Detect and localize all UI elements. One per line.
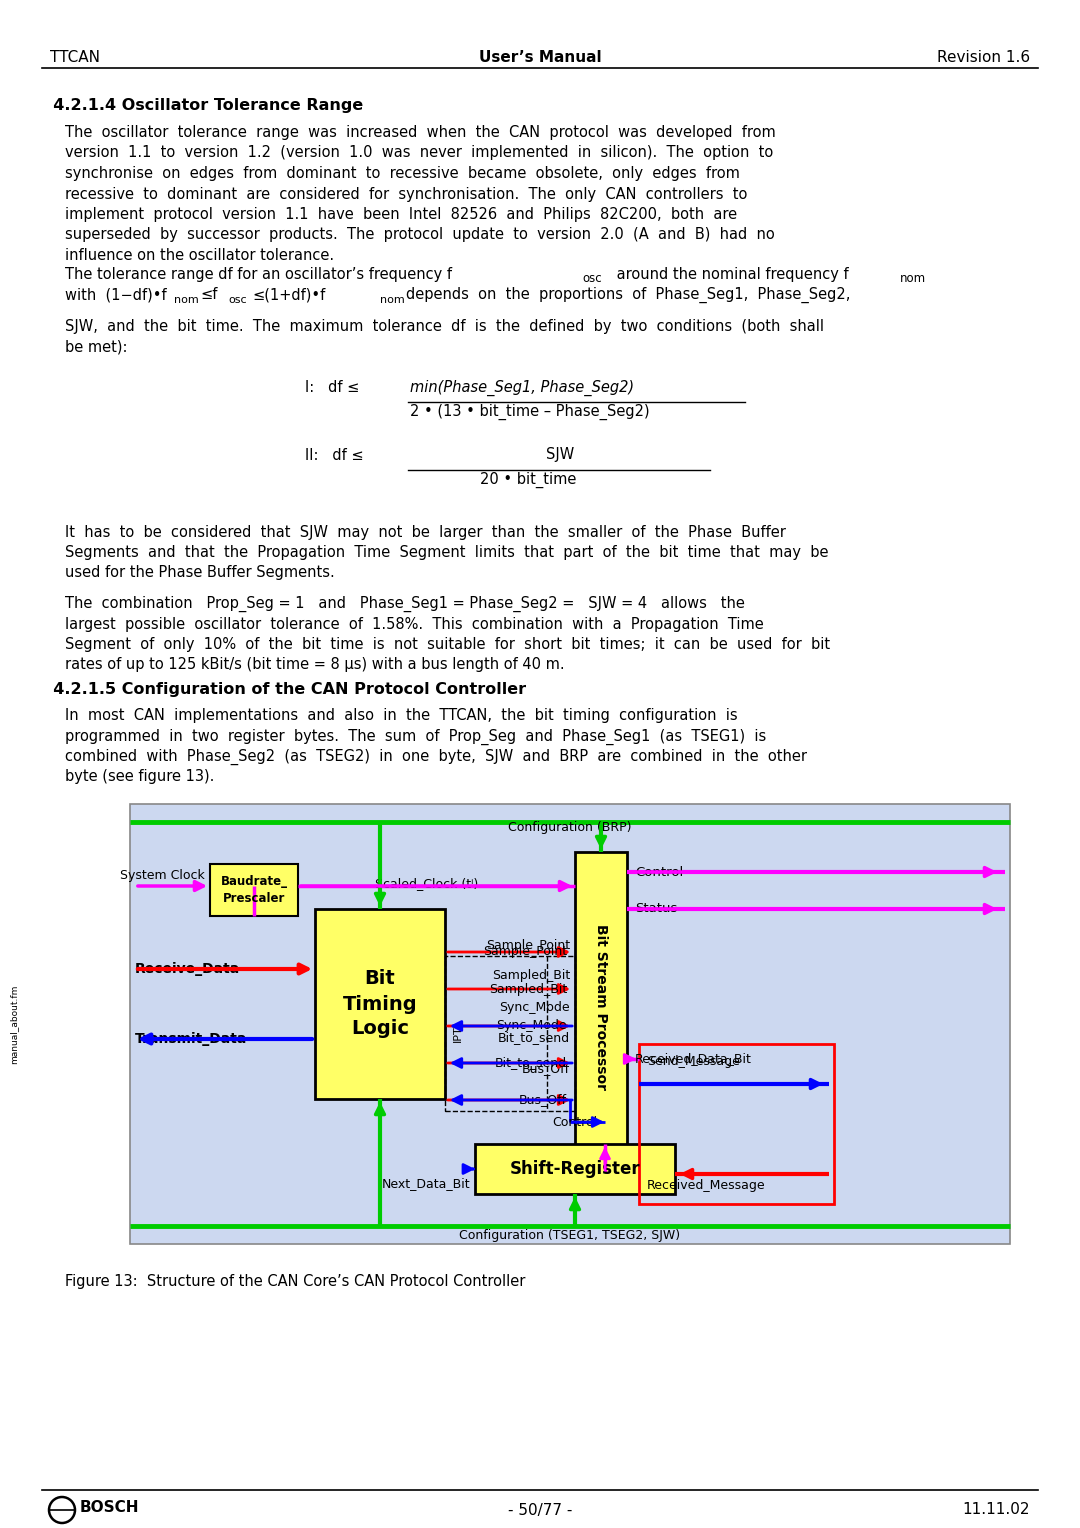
Text: Configuration (TSEG1, TSEG2, SJW): Configuration (TSEG1, TSEG2, SJW) — [459, 1230, 680, 1242]
Text: The  oscillator  tolerance  range  was  increased  when  the  CAN  protocol  was: The oscillator tolerance range was incre… — [65, 125, 775, 141]
Text: The  combination   Prop_Seg = 1   and   Phase_Seg1 = Phase_Seg2 =   SJW = 4   al: The combination Prop_Seg = 1 and Phase_S… — [65, 596, 745, 613]
Text: Receive_Data: Receive_Data — [135, 963, 240, 976]
Text: Baudrate_
Prescaler: Baudrate_ Prescaler — [220, 876, 287, 905]
Text: SJW,  and  the  bit  time.  The  maximum  tolerance  df  is  the  defined  by  t: SJW, and the bit time. The maximum toler… — [65, 319, 824, 335]
Text: IPT: IPT — [453, 1025, 463, 1042]
Text: Sync_Mode: Sync_Mode — [499, 1001, 570, 1013]
Text: osc: osc — [582, 272, 602, 286]
FancyBboxPatch shape — [130, 804, 1010, 1244]
Text: Control: Control — [635, 865, 684, 879]
Text: version  1.1  to  version  1.2  (version  1.0  was  never  implemented  in  sili: version 1.1 to version 1.2 (version 1.0 … — [65, 145, 773, 160]
Text: 4.2.1.4 Oscillator Tolerance Range: 4.2.1.4 Oscillator Tolerance Range — [42, 98, 363, 113]
FancyBboxPatch shape — [210, 863, 298, 915]
Text: Sample_Point: Sample_Point — [486, 938, 570, 952]
Text: Bit_to_send: Bit_to_send — [498, 1031, 570, 1045]
Text: 20 • bit_time: 20 • bit_time — [480, 472, 577, 487]
Text: programmed  in  two  register  bytes.  The  sum  of  Prop_Seg  and  Phase_Seg1  : programmed in two register bytes. The su… — [65, 729, 766, 744]
Text: influence on the oscillator tolerance.: influence on the oscillator tolerance. — [65, 248, 334, 263]
Text: nom: nom — [380, 295, 405, 306]
Text: 11.11.02: 11.11.02 — [962, 1502, 1030, 1517]
Text: Bit
Timing
Logic: Bit Timing Logic — [342, 969, 417, 1039]
Text: Received_Data_Bit: Received_Data_Bit — [635, 1053, 752, 1065]
Text: 2 • (13 • bit_time – Phase_Seg2): 2 • (13 • bit_time – Phase_Seg2) — [410, 403, 650, 420]
Text: I:   df ≤: I: df ≤ — [305, 379, 360, 394]
Text: nom: nom — [900, 272, 927, 286]
Text: ≤(1+df)•f: ≤(1+df)•f — [252, 287, 325, 303]
Text: Received_Message: Received_Message — [647, 1180, 766, 1192]
FancyBboxPatch shape — [315, 909, 445, 1099]
Text: superseded  by  successor  products.  The  protocol  update  to  version  2.0  (: superseded by successor products. The pr… — [65, 228, 774, 243]
Text: Shift-Register: Shift-Register — [510, 1160, 640, 1178]
FancyBboxPatch shape — [575, 853, 627, 1161]
Text: Sample_Point: Sample_Point — [483, 946, 567, 958]
Text: Segments  and  that  the  Propagation  Time  Segment  limits  that  part  of  th: Segments and that the Propagation Time S… — [65, 545, 828, 559]
Text: In  most  CAN  implementations  and  also  in  the  TTCAN,  the  bit  timing  co: In most CAN implementations and also in … — [65, 707, 738, 723]
Text: Sampled_Bit: Sampled_Bit — [491, 969, 570, 983]
Text: recessive  to  dominant  are  considered  for  synchronisation.  The  only  CAN : recessive to dominant are considered for… — [65, 186, 747, 202]
Text: min(Phase_Seg1, Phase_Seg2): min(Phase_Seg1, Phase_Seg2) — [410, 379, 634, 396]
Text: Next_Data_Bit: Next_Data_Bit — [381, 1178, 470, 1190]
Text: Status: Status — [635, 903, 677, 915]
Text: Scaled_Clock (tⁱ): Scaled_Clock (tⁱ) — [375, 877, 478, 891]
Text: combined  with  Phase_Seg2  (as  TSEG2)  in  one  byte,  SJW  and  BRP  are  com: combined with Phase_Seg2 (as TSEG2) in o… — [65, 749, 807, 766]
Text: Bit Stream Processor: Bit Stream Processor — [594, 924, 608, 1089]
FancyBboxPatch shape — [475, 1144, 675, 1193]
Text: Bit_to_send: Bit_to_send — [495, 1056, 567, 1070]
Text: Control: Control — [553, 1115, 597, 1129]
Text: The tolerance range df for an oscillator’s frequency f: The tolerance range df for an oscillator… — [65, 266, 453, 281]
Text: Figure 13:  Structure of the CAN Core’s CAN Protocol Controller: Figure 13: Structure of the CAN Core’s C… — [65, 1274, 525, 1290]
Text: Send_Message: Send_Message — [647, 1056, 740, 1068]
Text: implement  protocol  version  1.1  have  been  Intel  82526  and  Philips  82C20: implement protocol version 1.1 have been… — [65, 206, 738, 222]
Text: used for the Phase Buffer Segments.: used for the Phase Buffer Segments. — [65, 565, 335, 581]
Text: ≤f: ≤f — [200, 287, 217, 303]
Text: depends  on  the  proportions  of  Phase_Seg1,  Phase_Seg2,: depends on the proportions of Phase_Seg1… — [406, 287, 850, 303]
Text: largest  possible  oscillator  tolerance  of  1.58%.  This  combination  with  a: largest possible oscillator tolerance of… — [65, 616, 764, 631]
Text: byte (see figure 13).: byte (see figure 13). — [65, 770, 214, 784]
Text: - 50/77 -: - 50/77 - — [508, 1502, 572, 1517]
Text: around the nominal frequency f: around the nominal frequency f — [612, 266, 849, 281]
Text: be met):: be met): — [65, 341, 127, 354]
Text: with  (1−df)•f: with (1−df)•f — [65, 287, 166, 303]
Text: TTCAN: TTCAN — [50, 50, 100, 66]
Text: nom: nom — [174, 295, 199, 306]
Text: Revision 1.6: Revision 1.6 — [936, 50, 1030, 66]
Text: synchronise  on  edges  from  dominant  to  recessive  became  obsolete,  only  : synchronise on edges from dominant to re… — [65, 167, 740, 180]
Text: Configuration (BRP): Configuration (BRP) — [509, 822, 632, 834]
Text: SJW: SJW — [545, 448, 575, 463]
Text: Sync_Mode: Sync_Mode — [497, 1019, 567, 1033]
Text: System Clock: System Clock — [120, 869, 205, 883]
Text: User’s Manual: User’s Manual — [478, 50, 602, 66]
Text: rates of up to 125 kBit/s (bit time = 8 μs) with a bus length of 40 m.: rates of up to 125 kBit/s (bit time = 8 … — [65, 657, 565, 672]
Text: manual_about.fm: manual_about.fm — [10, 984, 18, 1063]
Text: Segment  of  only  10%  of  the  bit  time  is  not  suitable  for  short  bit  : Segment of only 10% of the bit time is n… — [65, 637, 831, 652]
Text: Sampled_Bit: Sampled_Bit — [489, 983, 567, 996]
Text: II:   df ≤: II: df ≤ — [305, 448, 364, 463]
Text: Bus_Off: Bus_Off — [522, 1062, 570, 1076]
Text: BOSCH: BOSCH — [80, 1500, 139, 1516]
Text: osc: osc — [228, 295, 246, 306]
Text: It  has  to  be  considered  that  SJW  may  not  be  larger  than  the  smaller: It has to be considered that SJW may not… — [65, 524, 786, 539]
Text: 4.2.1.5 Configuration of the CAN Protocol Controller: 4.2.1.5 Configuration of the CAN Protoco… — [42, 681, 526, 697]
Text: Bus_Off: Bus_Off — [518, 1094, 567, 1106]
Text: Transmit_Data: Transmit_Data — [135, 1031, 247, 1047]
